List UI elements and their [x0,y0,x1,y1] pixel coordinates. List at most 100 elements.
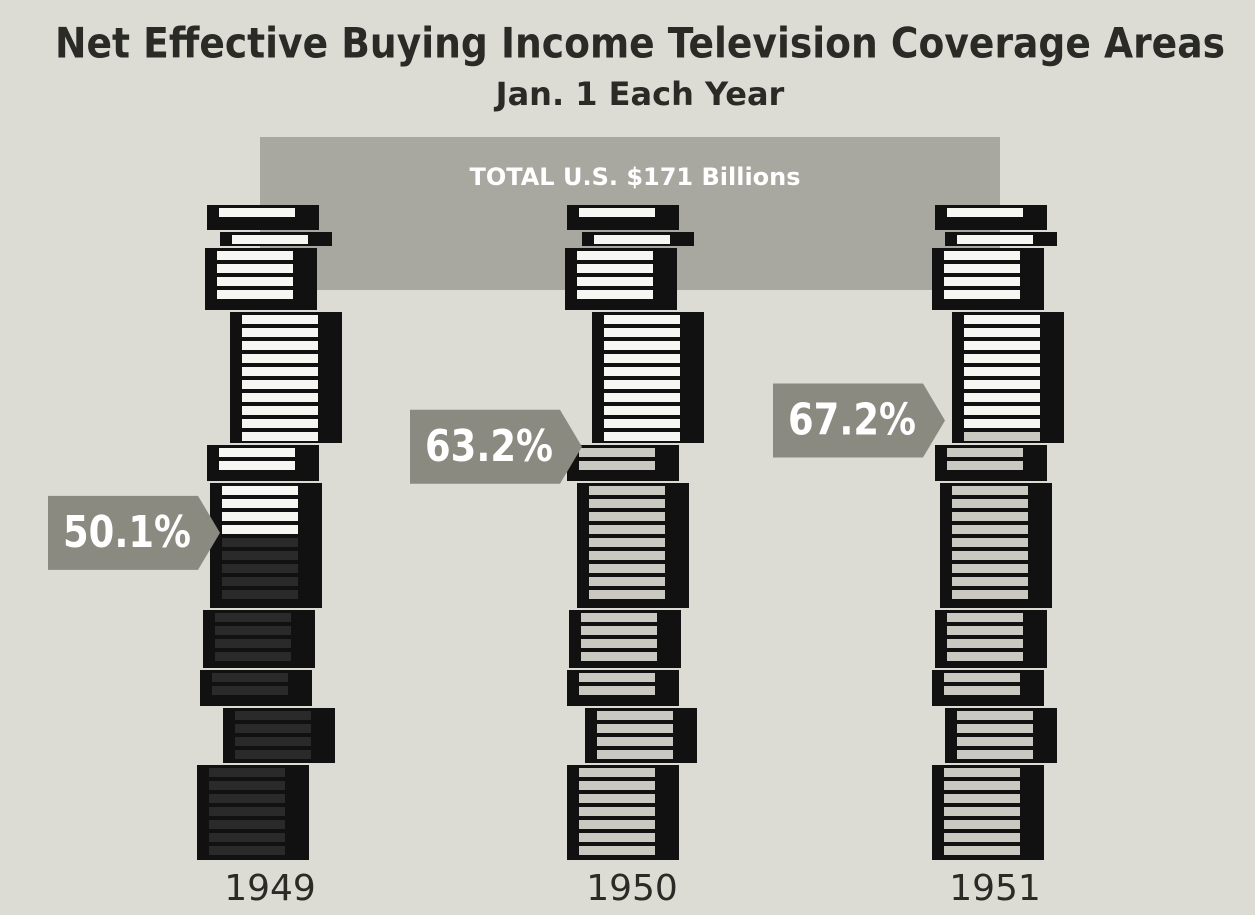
coin [964,432,1040,441]
coin [604,393,680,402]
coin [944,686,1020,695]
coin [604,341,680,350]
coin [964,380,1040,389]
coin [222,499,298,508]
coin [217,277,293,286]
x-tick-label: 1951 [949,868,1041,909]
coin [235,750,311,759]
coin [947,461,1023,470]
coin [947,613,1023,622]
coin [209,846,285,855]
coin [219,448,295,457]
x-tick-label: 1950 [586,868,678,909]
value-label: 50.1% [63,507,191,558]
coin [215,613,291,622]
coin [579,768,655,777]
coin [581,613,657,622]
coin [579,208,655,217]
coin [589,551,665,560]
coin [589,525,665,534]
coin [944,820,1020,829]
coin [589,577,665,586]
coin [597,737,673,746]
value-label: 67.2% [788,394,916,445]
coin [577,277,653,286]
coin [577,264,653,273]
coin [604,354,680,363]
value-marker [48,495,220,570]
coin [242,367,318,376]
coin [209,807,285,816]
coin-stack [932,205,1064,860]
coin [222,538,298,547]
coin [952,564,1028,573]
coin [952,538,1028,547]
coin [235,711,311,720]
coin [944,807,1020,816]
coin [957,724,1033,733]
coin [242,393,318,402]
coin-stack [565,205,704,860]
coin [235,724,311,733]
coin [589,512,665,521]
coin [952,499,1028,508]
value-label: 63.2% [425,421,553,472]
coin [957,235,1033,244]
coin [212,673,288,682]
coin [579,781,655,790]
coin [215,626,291,635]
coin [589,499,665,508]
coin [579,673,655,682]
coin [957,750,1033,759]
coin [209,781,285,790]
coin [952,486,1028,495]
coin [604,315,680,324]
coin [209,768,285,777]
coin [242,328,318,337]
coin [209,833,285,842]
value-marker [410,409,582,484]
coin [944,290,1020,299]
coin [219,461,295,470]
coin [957,737,1033,746]
coin [947,208,1023,217]
coin [589,538,665,547]
coin [944,794,1020,803]
coin [952,590,1028,599]
coin [217,251,293,260]
coin [944,277,1020,286]
coin [589,486,665,495]
coin [209,820,285,829]
coin [944,833,1020,842]
coin [964,393,1040,402]
coin [222,564,298,573]
coin [964,328,1040,337]
coin [944,264,1020,273]
coin [242,432,318,441]
coin [217,290,293,299]
coin [594,235,670,244]
coin [604,328,680,337]
coin [952,525,1028,534]
coin [242,419,318,428]
coin [604,406,680,415]
coin [215,652,291,661]
coin [964,315,1040,324]
coin [597,711,673,720]
coin [579,846,655,855]
coin [597,724,673,733]
coin [222,577,298,586]
coin [579,448,655,457]
coin [579,461,655,470]
coin [242,341,318,350]
coin [222,512,298,521]
coin [604,367,680,376]
coin [242,406,318,415]
coin [947,448,1023,457]
coin [581,626,657,635]
coin [235,737,311,746]
coin-stack [197,205,342,860]
coin [947,626,1023,635]
coin [964,341,1040,350]
